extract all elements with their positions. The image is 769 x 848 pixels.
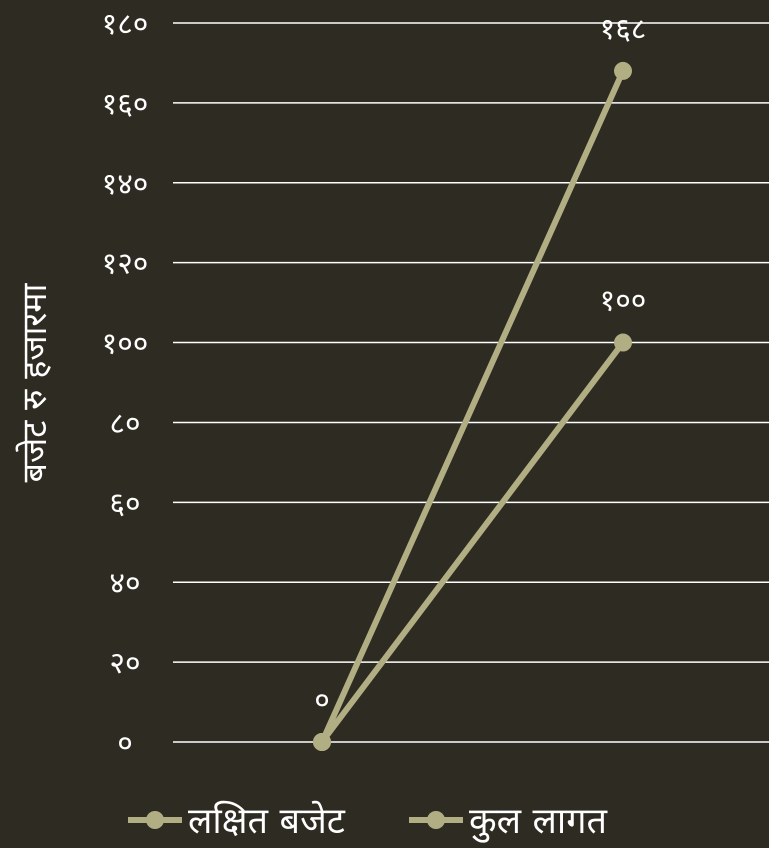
y-tick-label: १०० [102, 327, 149, 362]
y-tick-label: ४० [109, 566, 140, 601]
legend-swatch-marker [146, 811, 164, 829]
legend-label: लक्षित बजेट [188, 800, 346, 842]
y-tick-label: १६० [102, 87, 149, 122]
legend-swatch-marker [427, 811, 445, 829]
data-label: ० [314, 683, 330, 718]
y-tick-label: ० [117, 726, 133, 761]
series-line [319, 67, 626, 745]
grid-lines [173, 22, 769, 743]
y-tick-label: ८० [109, 406, 140, 441]
data-label: १६८ [600, 12, 647, 47]
legend-label: कुल लागत [469, 801, 608, 843]
data-labels: १६८ ० १०० [314, 12, 646, 718]
data-label: १०० [600, 284, 647, 319]
y-tick-label: २० [109, 646, 140, 681]
y-tick-label: १२० [102, 247, 149, 282]
series-line [319, 339, 626, 745]
legend-item: कुल लागत [409, 801, 608, 843]
data-point [614, 61, 632, 80]
y-axis-tick-labels: ० २० ४० ६० ८० १०० १२० १४० १६० १८० [102, 7, 149, 761]
y-tick-label: १८० [102, 7, 149, 42]
series-lines [313, 61, 632, 751]
data-point [614, 333, 632, 352]
y-axis-title: बजेट रु हजारमा [15, 282, 55, 482]
y-tick-label: १४० [102, 167, 149, 202]
legend: लक्षित बजेट कुल लागत [128, 800, 608, 843]
y-tick-label: ६० [109, 486, 140, 521]
data-point [313, 733, 331, 751]
legend-item: लक्षित बजेट [128, 800, 346, 842]
